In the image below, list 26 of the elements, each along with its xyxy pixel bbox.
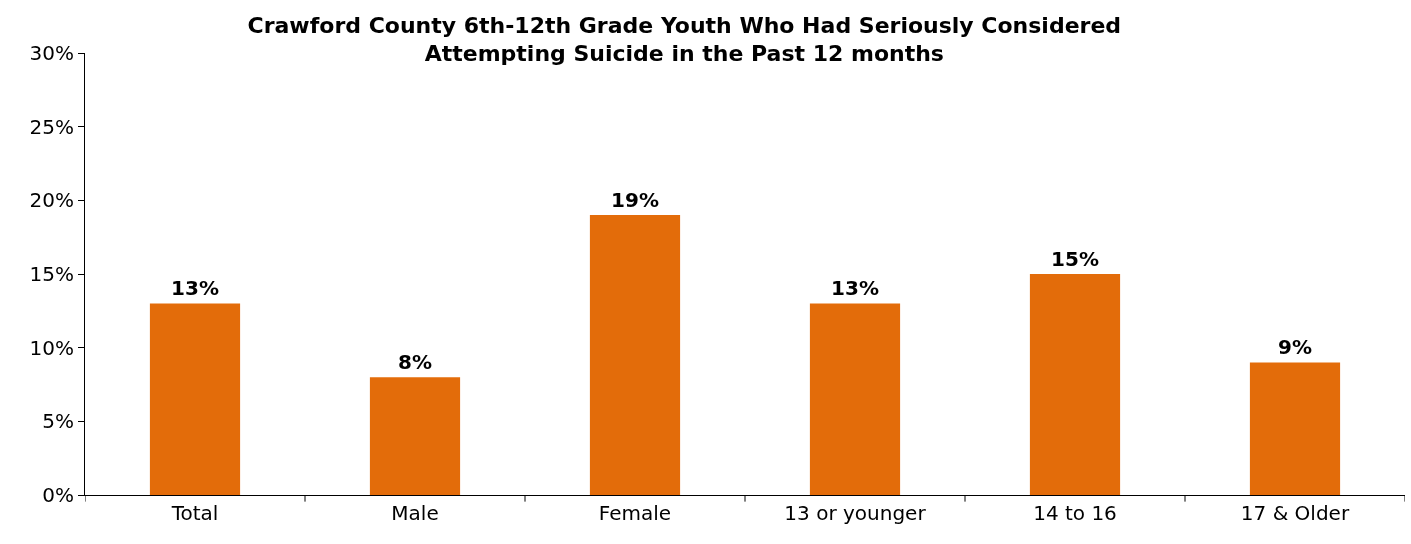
x-tick-label: Male xyxy=(391,501,439,525)
data-label: 15% xyxy=(1051,247,1099,271)
y-tick-label: 0% xyxy=(42,483,74,507)
bar xyxy=(369,377,461,495)
y-tick-label: 10% xyxy=(29,335,74,360)
x-tick-label: 17 & Older xyxy=(1240,501,1350,525)
data-label: 9% xyxy=(1278,335,1312,360)
y-tick-label: 15% xyxy=(29,262,74,286)
bar xyxy=(1029,274,1121,495)
x-tick-label: Total xyxy=(170,501,219,525)
bar xyxy=(1249,362,1341,495)
data-label: 13% xyxy=(171,276,219,301)
data-label: 19% xyxy=(611,188,659,213)
y-tick-label: 30% xyxy=(29,41,74,65)
y-tick-label: 5% xyxy=(42,409,74,434)
y-tick-label: 25% xyxy=(29,114,74,139)
bar xyxy=(809,303,901,495)
x-tick-label: Female xyxy=(598,501,672,525)
x-tick-label: 14 to 16 xyxy=(1033,501,1117,525)
data-label: 13% xyxy=(831,276,879,301)
data-label: 8% xyxy=(398,350,432,375)
y-tick-label: 20% xyxy=(29,188,74,213)
chart-title: Crawford County 6th-12th Grade Youth Who Had Seriously Considered Attempting Suicide in the Past 12 months xyxy=(247,12,1122,67)
bar xyxy=(589,215,681,495)
bar xyxy=(149,303,241,495)
x-tick-label: 13 or younger xyxy=(784,501,927,525)
